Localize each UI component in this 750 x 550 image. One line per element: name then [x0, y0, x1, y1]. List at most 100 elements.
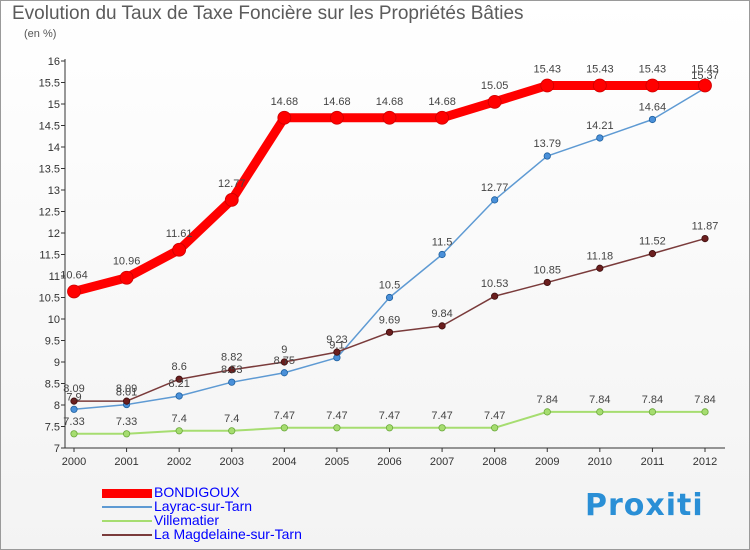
- data-point: [277, 110, 292, 125]
- data-point: [592, 78, 607, 93]
- legend-label: La Magdelaine-sur-Tarn: [154, 526, 302, 542]
- data-point: [172, 242, 187, 257]
- y-tick-label: 7.5: [45, 422, 60, 434]
- y-tick-label: 11.5: [39, 250, 60, 262]
- data-label: 11.61: [166, 228, 193, 240]
- brand-text: Proxiti: [585, 488, 704, 523]
- data-label: 7.47: [431, 410, 452, 422]
- data-label: 9.1: [329, 340, 344, 352]
- data-point: [175, 392, 183, 400]
- y-tick-label: 16: [48, 56, 60, 68]
- data-point: [385, 424, 394, 432]
- y-tick-label: 15: [48, 99, 60, 111]
- data-point: [175, 375, 183, 383]
- data-label: 14.64: [639, 101, 667, 113]
- data-point: [382, 110, 397, 125]
- data-label: 8.6: [172, 361, 187, 373]
- data-point: [175, 427, 183, 435]
- legend-swatch: [102, 506, 152, 508]
- data-label: 8.53: [221, 364, 242, 376]
- y-tick-label: 9: [54, 357, 60, 369]
- data-point: [701, 234, 709, 243]
- series-line: [73, 87, 706, 411]
- data-label: 11.87: [692, 221, 719, 233]
- x-tick-label: 2007: [430, 456, 454, 468]
- data-label: 9.69: [379, 314, 400, 326]
- data-point: [596, 264, 604, 272]
- data-point: [67, 284, 81, 299]
- y-tick-label: 12.5: [39, 207, 60, 219]
- data-label: 7.47: [379, 410, 400, 422]
- data-point: [70, 430, 78, 438]
- data-label: 11.5: [432, 237, 453, 249]
- data-label: 7.33: [63, 416, 84, 428]
- x-tick-label: 2005: [325, 456, 349, 468]
- data-label: 7.84: [537, 394, 558, 406]
- x-tick-label: 2002: [167, 456, 191, 468]
- data-point: [280, 424, 288, 432]
- axes: 7 7.5 8 8.5 9 9.5 10 10.5 11 11.5 12 12.5 13 13.5 14 14…: [39, 56, 725, 468]
- data-label: 7.84: [694, 394, 715, 406]
- data-point: [122, 430, 131, 438]
- data-label: 7.4: [224, 413, 239, 425]
- brand-logo: Proxiti: [585, 488, 704, 523]
- data-point: [330, 110, 344, 125]
- data-point: [645, 78, 660, 93]
- data-label: 14.68: [376, 96, 404, 108]
- x-tick-label: 2001: [114, 456, 138, 468]
- data-point: [540, 78, 555, 93]
- data-label: 9: [281, 344, 287, 356]
- data-label: 10.5: [379, 280, 400, 292]
- data-labels: 10.64 10.96 11.61 12.77 14.68 14.68 14.68 14.68…: [60, 64, 719, 428]
- legend-label: Villematier: [154, 512, 220, 528]
- x-tick-label: 2008: [482, 456, 506, 468]
- data-label: 14.68: [271, 96, 299, 108]
- data-label: 9.23: [326, 334, 347, 346]
- x-tick-label: 2012: [693, 456, 717, 468]
- chart-title: Evolution du Taux de Taxe Foncière sur l…: [12, 3, 524, 24]
- data-label: 10.96: [113, 256, 141, 268]
- data-point: [491, 292, 499, 300]
- y-tick-label: 14.5: [39, 121, 60, 133]
- data-label: 7.47: [274, 410, 295, 422]
- data-label: 14.68: [323, 96, 351, 108]
- data-point: [280, 369, 288, 377]
- data-point: [333, 348, 341, 356]
- data-point: [385, 328, 394, 336]
- data-label: 7.84: [642, 394, 663, 406]
- data-point: [438, 322, 446, 330]
- data-point: [701, 408, 709, 416]
- data-point: [648, 250, 657, 258]
- y-tick-label: 10: [48, 314, 60, 326]
- data-point: [491, 196, 499, 204]
- y-tick-label: 7: [54, 443, 60, 455]
- data-label: 8.21: [168, 378, 189, 390]
- data-point: [280, 358, 288, 366]
- legend-swatch: [102, 520, 152, 522]
- data-point: [122, 397, 131, 405]
- data-label: 14.21: [586, 120, 614, 132]
- data-point: [70, 405, 78, 413]
- y-tick-label: 11: [49, 271, 60, 283]
- data-point: [543, 408, 551, 416]
- data-label: 8.01: [116, 387, 137, 399]
- data-point: [543, 152, 551, 160]
- data-label: 15.43: [586, 64, 614, 76]
- data-label: 7.9: [66, 391, 81, 403]
- data-point: [228, 378, 236, 386]
- data-label: 10.53: [481, 278, 509, 290]
- y-tick-label: 15.5: [39, 78, 60, 90]
- x-tick-label: 2000: [62, 456, 86, 468]
- data-point: [438, 250, 446, 259]
- data-point: [385, 293, 394, 302]
- legend-swatch: [102, 534, 152, 536]
- x-tick-label: 2003: [220, 456, 244, 468]
- data-point: [435, 110, 449, 125]
- legend-swatch: [102, 488, 152, 498]
- data-label: 10.64: [60, 269, 88, 281]
- unit-label: (en %): [24, 28, 57, 40]
- data-label: 15.43: [691, 64, 719, 76]
- data-label: 11.18: [586, 250, 613, 262]
- series-layer: [67, 78, 712, 438]
- data-point: [119, 270, 134, 285]
